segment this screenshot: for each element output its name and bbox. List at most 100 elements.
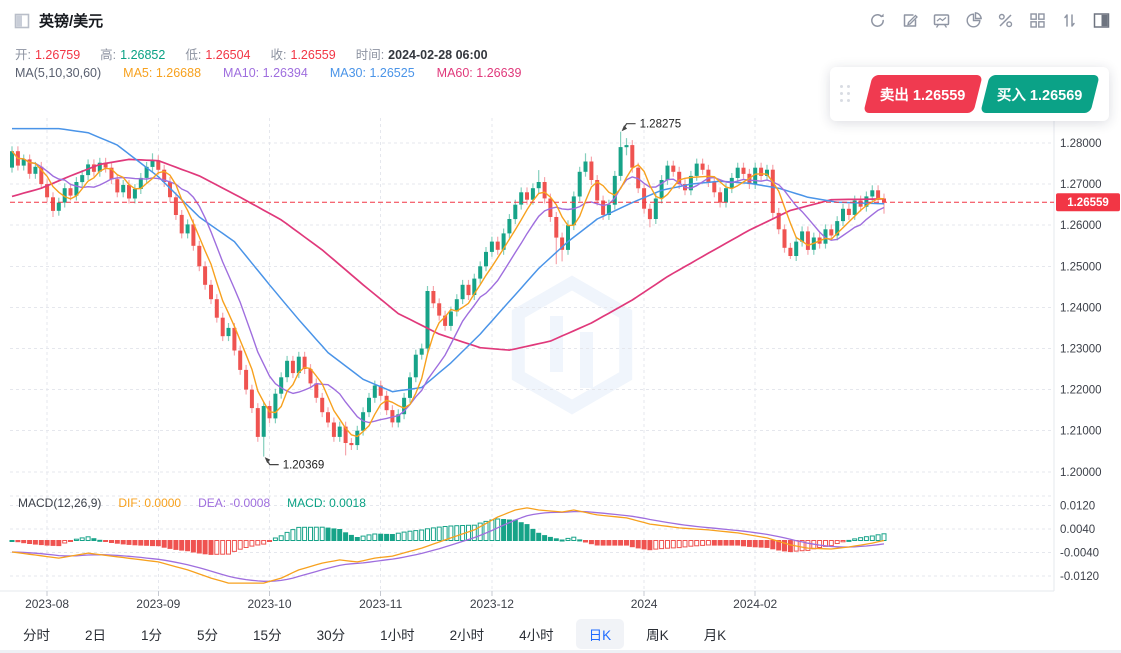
macd-bar (226, 540, 231, 555)
candle-body (665, 165, 670, 180)
candle-body (396, 414, 401, 423)
macd-bar (91, 538, 97, 542)
candle-body (103, 162, 108, 168)
macd-bar (624, 540, 629, 546)
candle-body (846, 208, 851, 215)
snapshot-icon[interactable] (932, 11, 951, 30)
ma10-line (11, 150, 885, 424)
timeframe-月K[interactable]: 月K (703, 628, 727, 643)
panel-toggle-icon[interactable] (1092, 11, 1111, 30)
candle-body (618, 147, 623, 176)
candle-body (191, 224, 196, 246)
macd-axis-label: 0.0040 (1060, 524, 1095, 536)
page-title: 英镑/美元 (39, 13, 104, 30)
candle-body (700, 163, 705, 170)
macd-bar (863, 536, 869, 542)
candle-body (173, 197, 178, 215)
timeframe-周K[interactable]: 周K (646, 628, 669, 643)
y-axis-label: 1.24000 (1060, 302, 1102, 314)
macd-bar (284, 531, 290, 542)
candle-body (577, 171, 582, 197)
buy-price: 1.26569 (1030, 87, 1083, 104)
percent-icon[interactable] (996, 11, 1015, 30)
timeframe-1分[interactable]: 1分 (141, 628, 163, 643)
macd-bar (629, 540, 635, 548)
candle-body (238, 350, 243, 370)
macd-bar (21, 540, 27, 544)
x-axis-label: 2023-10 (247, 597, 291, 611)
macd-bar (571, 536, 577, 542)
macd-bar (308, 526, 313, 541)
macd-bar (817, 540, 823, 548)
buy-button[interactable]: 买入 1.26569 (980, 75, 1100, 113)
draw-icon[interactable] (900, 11, 919, 30)
candle-body (460, 284, 465, 300)
candle-body (501, 233, 506, 250)
timeframe-1小时[interactable]: 1小时 (380, 628, 415, 643)
grid-icon[interactable] (1028, 11, 1047, 30)
timeframe-bar: 分时 2日 1分 5分 15分 30分 1小时 2小时 4小时 日K 周K 月K (10, 618, 739, 650)
low-label: 低: (185, 48, 202, 62)
current-price-badge-text: 1.26559 (1067, 197, 1109, 209)
timeframe-30分[interactable]: 30分 (316, 628, 346, 643)
dea-line (11, 510, 885, 582)
ma-group-label: MA(5,10,30,60) (15, 66, 102, 80)
candle-body (489, 241, 494, 252)
sort-arrows-icon[interactable] (1060, 11, 1079, 30)
macd-bar (600, 540, 606, 546)
macd-bar (565, 537, 571, 542)
timeframe-2日[interactable]: 2日 (85, 628, 107, 643)
timeframe-2小时[interactable]: 2小时 (449, 628, 485, 643)
y-axis-label: 1.23000 (1060, 344, 1102, 356)
candle-body (741, 167, 746, 174)
macd-bar (62, 540, 68, 544)
macd-bar (50, 540, 56, 546)
candle-body (203, 266, 208, 285)
candle-body (624, 145, 629, 148)
candle-body (244, 369, 249, 390)
macd-bar (735, 540, 741, 546)
refresh-icon[interactable] (868, 11, 887, 30)
timeframe-4小时[interactable]: 4小时 (519, 628, 554, 643)
candle-body (454, 299, 459, 312)
pie-chart-icon[interactable] (964, 11, 983, 30)
y-axis-label: 1.25000 (1060, 261, 1102, 273)
macd-bar (85, 536, 91, 541)
macd-bar (512, 519, 518, 541)
timeframe-分时[interactable]: 分时 (23, 628, 50, 643)
candle-body (384, 395, 389, 411)
ma10-label: MA10: (223, 66, 260, 80)
candle-body (261, 406, 266, 437)
candle-body (566, 225, 570, 250)
high-annotation: 1.28275 (640, 119, 682, 131)
candle-body (724, 188, 728, 203)
macd-bar (442, 526, 448, 541)
time-label: 时间: (355, 48, 385, 62)
macd-bar (530, 528, 536, 542)
macd-axis-label: -0.0040 (1060, 547, 1099, 559)
macd-bar (741, 540, 746, 547)
candle-body (150, 160, 155, 167)
macd-bar (688, 540, 694, 547)
drag-handle-icon[interactable] (840, 85, 851, 103)
candle-body (337, 426, 342, 437)
macd-bar (641, 540, 647, 550)
sell-button[interactable]: 卖出 1.26559 (863, 75, 983, 113)
candle-body (109, 167, 114, 180)
dea-label: DEA: (198, 496, 227, 510)
macd-bar (190, 540, 196, 553)
timeframe-日K[interactable]: 日K (575, 619, 625, 649)
timeframe-15分[interactable]: 15分 (253, 628, 282, 643)
candle-body (437, 303, 442, 316)
high-label: 高: (100, 48, 117, 62)
macd-bar (331, 528, 337, 542)
candle-body (273, 393, 278, 419)
candle-body (402, 397, 407, 415)
candle-body (255, 408, 260, 437)
x-axis-label: 2024-02 (733, 597, 777, 611)
candle-body (408, 377, 412, 398)
timeframe-5分[interactable]: 5分 (197, 628, 219, 643)
macd-bar (109, 540, 114, 543)
candle-body (718, 192, 723, 203)
